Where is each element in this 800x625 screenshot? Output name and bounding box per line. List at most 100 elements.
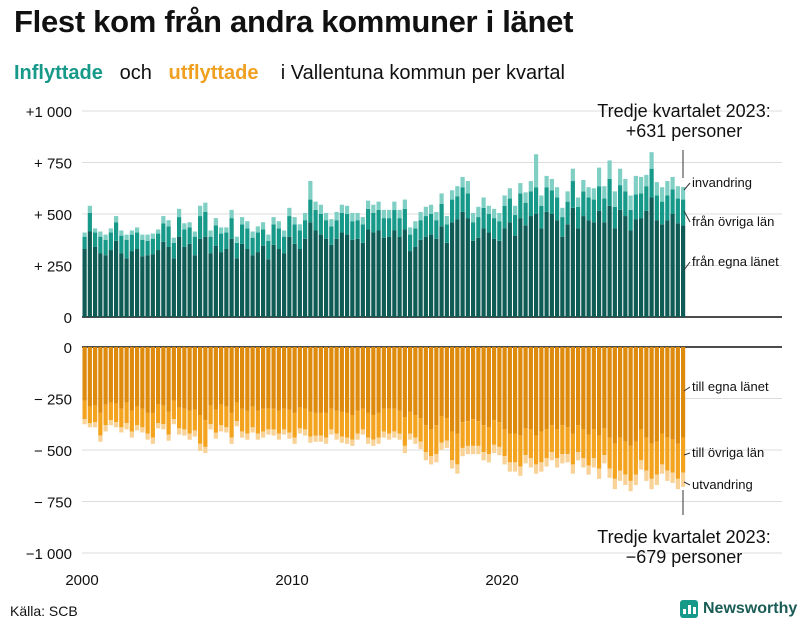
bar-in-från-egna-länet — [329, 244, 334, 317]
bar-out-till-övriga-län — [544, 429, 549, 459]
bar-out-till-övriga-län — [612, 443, 617, 479]
bar-out-till-övriga-län — [271, 408, 276, 430]
bar-out-till-egna-länet — [591, 347, 596, 430]
bar-out-utvandring — [497, 446, 502, 456]
bar-out-till-egna-länet — [518, 347, 523, 436]
bar-out-utvandring — [219, 425, 224, 432]
bar-in-invandring — [665, 181, 670, 196]
bar-in-från-övriga-län — [266, 240, 271, 260]
bar-out-till-egna-länet — [161, 347, 166, 406]
bar-out-utvandring — [444, 440, 449, 448]
source-label: Källa: SCB — [10, 603, 78, 619]
bar-in-från-egna-länet — [345, 234, 350, 317]
bar-in-från-övriga-län — [387, 218, 392, 237]
bar-out-till-egna-länet — [345, 347, 350, 413]
bar-out-utvandring — [261, 431, 266, 438]
bar-in-från-egna-länet — [366, 229, 371, 317]
bar-in-från-egna-länet — [156, 250, 161, 317]
bar-in-invandring — [486, 205, 491, 214]
bar-in-från-egna-länet — [544, 211, 549, 317]
bar-out-till-övriga-län — [639, 429, 644, 461]
bar-out-utvandring — [303, 429, 308, 436]
bar-out-utvandring — [282, 429, 287, 435]
bar-in-invandring — [171, 237, 176, 243]
legend-pointer-in — [683, 182, 691, 191]
bar-in-från-övriga-län — [198, 216, 203, 239]
bar-out-till-övriga-län — [182, 408, 187, 430]
bar-out-utvandring — [313, 435, 318, 442]
bar-in-invandring — [565, 191, 570, 202]
bar-out-utvandring — [266, 429, 271, 435]
bar-out-utvandring — [639, 460, 644, 470]
bar-out-till-egna-länet — [675, 347, 680, 444]
bar-out-utvandring — [544, 458, 549, 467]
bar-in-invandring — [444, 216, 449, 225]
bar-in-från-egna-länet — [492, 238, 497, 317]
bar-out-till-egna-länet — [282, 347, 287, 409]
bar-in-från-övriga-län — [166, 226, 171, 247]
bar-out-till-övriga-län — [192, 409, 197, 431]
bar-out-utvandring — [513, 462, 518, 472]
bar-in-från-egna-länet — [339, 232, 344, 317]
bar-in-från-övriga-län — [93, 232, 98, 247]
bar-in-invandring — [581, 180, 586, 192]
bar-out-till-övriga-län — [660, 433, 665, 465]
bar-out-utvandring — [397, 433, 402, 440]
bar-out-till-övriga-län — [318, 412, 323, 436]
bar-in-invandring — [150, 233, 155, 239]
bar-out-till-egna-länet — [255, 347, 260, 411]
bar-in-invandring — [539, 195, 544, 206]
chart-title: Flest kom från andra kommuner i länet — [14, 4, 574, 39]
bar-in-från-övriga-län — [481, 207, 486, 229]
chart-subtitle: Inflyttade och utflyttade i Vallentuna k… — [14, 62, 565, 85]
bar-out-utvandring — [171, 419, 176, 425]
bar-out-till-egna-länet — [350, 347, 355, 415]
bar-in-från-egna-länet — [203, 236, 208, 317]
bar-out-utvandring — [255, 433, 260, 440]
bar-out-till-egna-länet — [644, 347, 649, 438]
bar-out-utvandring — [208, 424, 213, 430]
bar-out-utvandring — [292, 437, 297, 444]
bar-out-till-övriga-län — [114, 403, 119, 423]
bar-out-till-övriga-län — [675, 443, 680, 479]
y-tick-label-top: +1 000 — [26, 104, 72, 121]
bar-out-till-övriga-län — [455, 433, 460, 465]
bar-in-invandring — [156, 229, 161, 234]
bar-out-utvandring — [271, 429, 276, 436]
bar-in-från-egna-länet — [460, 211, 465, 317]
legend-label-in: från egna länet — [692, 254, 779, 269]
bar-in-från-egna-länet — [534, 214, 539, 317]
bar-out-till-övriga-län — [560, 425, 565, 455]
bar-out-utvandring — [98, 435, 103, 442]
bar-out-till-egna-länet — [103, 347, 108, 405]
bar-out-till-egna-länet — [523, 347, 528, 429]
bar-in-från-övriga-län — [633, 194, 638, 220]
bar-out-till-övriga-län — [93, 405, 98, 423]
bar-in-invandring — [544, 175, 549, 188]
bar-in-invandring — [245, 221, 250, 229]
bar-out-till-egna-länet — [166, 347, 171, 412]
bar-out-utvandring — [492, 444, 497, 454]
bar-in-från-övriga-län — [156, 233, 161, 251]
bar-out-utvandring — [591, 458, 596, 468]
bar-in-invandring — [229, 209, 234, 219]
bar-in-från-övriga-län — [607, 178, 612, 206]
bar-in-från-egna-länet — [87, 231, 92, 317]
bar-in-invandring — [455, 186, 460, 197]
bar-in-från-egna-länet — [681, 225, 686, 317]
bar-out-till-egna-länet — [129, 347, 134, 411]
bar-in-från-övriga-län — [350, 221, 355, 240]
bar-out-utvandring — [355, 433, 360, 440]
bar-in-från-övriga-län — [675, 198, 680, 224]
bar-out-till-övriga-län — [208, 405, 213, 425]
bar-in-från-egna-länet — [198, 238, 203, 317]
bar-out-utvandring — [371, 439, 376, 446]
bar-in-från-egna-länet — [292, 243, 297, 317]
bar-in-invandring — [555, 187, 560, 198]
bar-in-invandring — [187, 222, 192, 228]
bar-in-invandring — [324, 212, 329, 221]
bar-out-till-egna-länet — [628, 347, 633, 446]
bar-in-från-övriga-län — [313, 209, 318, 231]
bar-in-från-övriga-län — [471, 222, 476, 241]
bar-in-invandring — [271, 217, 276, 225]
